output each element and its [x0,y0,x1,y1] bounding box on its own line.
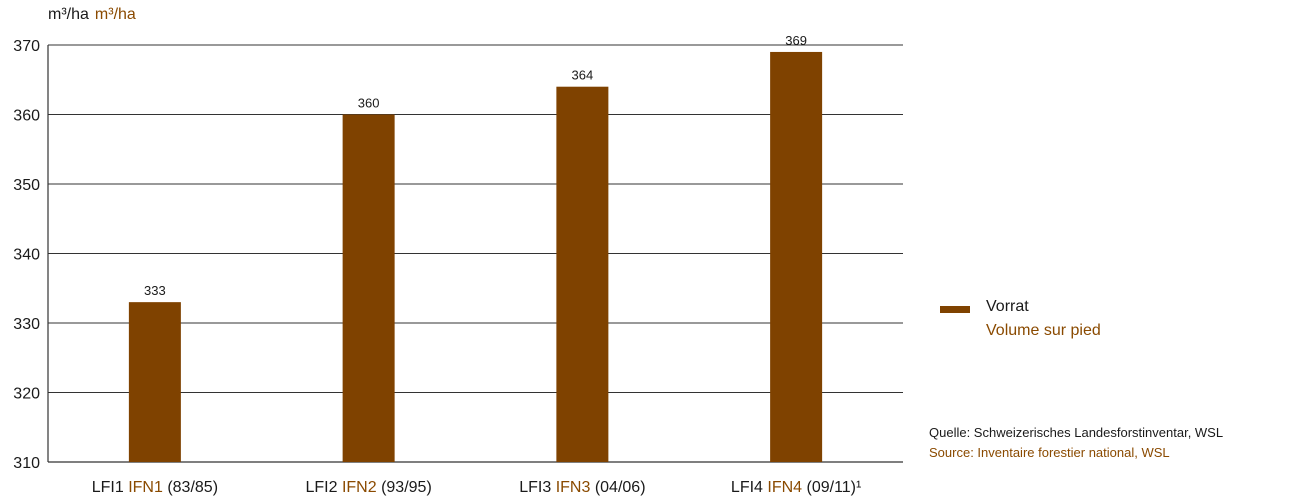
x-tick-label-period: (93/95) [376,479,432,496]
bar-data-label: 364 [572,68,594,83]
x-tick-label: LFI2 IFN2 (93/95) [305,479,431,497]
bar-data-label: 369 [785,33,807,48]
legend-label-de: Vorrat [986,298,1029,315]
source-fr: Source: Inventaire forestier national, W… [929,445,1170,460]
bar-data-label: 360 [358,96,380,111]
x-tick-label-fr: IFN4 [767,479,803,496]
x-tick-label: LFI1 IFN1 (83/85) [92,479,218,497]
legend-swatch [940,306,970,313]
y-tick-label: 320 [13,386,40,403]
bar [128,302,181,462]
x-tick-label-fr: IFN2 [341,479,377,496]
y-tick-label: 330 [13,316,40,333]
unit-label-fr: m³/ha [94,6,136,23]
x-tick-label-period: (09/11)¹ [802,479,862,496]
y-tick-label: 360 [13,108,40,125]
y-tick-label: 350 [13,177,40,194]
legend-label-fr: Volume sur pied [986,322,1101,339]
unit-label-de: m³/ha [48,6,89,23]
x-tick-label: LFI3 IFN3 (04/06) [519,479,645,497]
x-tick-label: LFI4 IFN4 (09/11)¹ [731,479,861,497]
x-tick-label-fr: IFN1 [128,479,163,496]
x-tick-label-de: LFI2 [305,479,342,496]
source-de: Quelle: Schweizerisches Landesforstinven… [929,425,1224,440]
y-tick-label: 370 [13,38,40,55]
y-axis-unit-label: m³/ha m³/ha [48,6,136,24]
x-tick-label-fr: IFN3 [555,479,591,496]
x-tick-label-period: (83/85) [162,479,219,496]
y-tick-label: 310 [13,455,40,472]
bar [342,114,395,462]
x-tick-label-de: LFI3 [519,479,556,496]
bar-data-label: 333 [144,283,166,298]
x-tick-label-period: (04/06) [590,479,646,496]
x-tick-label-de: LFI1 [91,479,129,496]
x-tick-label-de: LFI4 [730,479,768,496]
source-note: Quelle: Schweizerisches Landesforstinven… [929,423,1223,463]
y-tick-label: 340 [13,247,40,264]
bar [770,51,823,462]
bar [556,86,609,462]
